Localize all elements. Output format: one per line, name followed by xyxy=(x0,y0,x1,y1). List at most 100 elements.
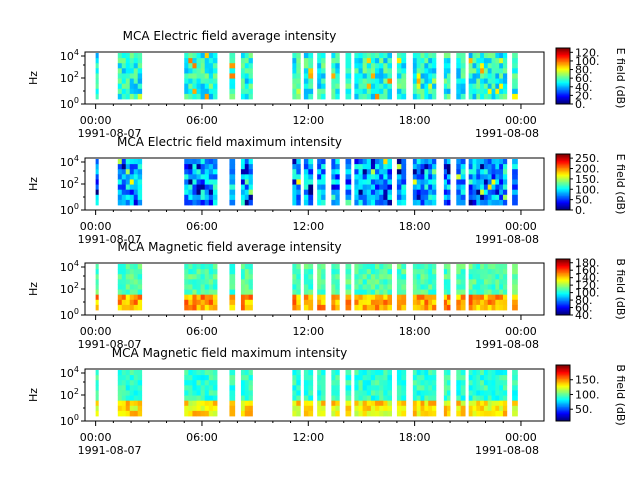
spectrogram-cell xyxy=(387,199,392,206)
spectrogram-cell xyxy=(188,73,193,79)
spectrogram-cell xyxy=(432,274,437,280)
spectrogram-cell xyxy=(502,405,508,412)
spectrogram-cell xyxy=(292,304,297,311)
spectrogram-cell xyxy=(502,189,508,196)
spectrogram-cell xyxy=(358,375,364,381)
spectrogram-cell xyxy=(379,174,384,180)
spectrogram-cell xyxy=(129,88,135,95)
spectrogram-cell xyxy=(188,169,193,175)
spectrogram-cell xyxy=(212,159,218,165)
spectrogram-cell xyxy=(375,164,380,170)
spectrogram-cell xyxy=(499,284,504,290)
spectrogram-cell xyxy=(483,274,489,280)
colorbar-swatch xyxy=(556,49,570,52)
colorbar-swatch xyxy=(556,59,570,62)
colorbar-swatch xyxy=(556,402,570,405)
spectrogram-cell xyxy=(188,279,193,285)
spectrogram-cell xyxy=(117,264,123,270)
spectrogram-cell xyxy=(358,390,364,396)
spectrogram-cell xyxy=(125,370,131,376)
spectrogram-cell xyxy=(204,375,210,381)
spectrogram-cell xyxy=(396,380,402,386)
spectrogram-cell xyxy=(248,395,253,402)
spectrogram-cell xyxy=(412,395,418,402)
spectrogram-cell xyxy=(240,380,246,386)
spectrogram-cell xyxy=(396,410,402,417)
spectrogram-cell xyxy=(204,73,210,79)
spectrogram-cell xyxy=(420,289,425,296)
spectrogram-cell xyxy=(129,370,135,376)
colorbar-swatch xyxy=(556,74,570,77)
spectrogram-cell xyxy=(379,194,384,201)
spectrogram-cell xyxy=(472,174,477,180)
spectrogram-cell xyxy=(487,88,492,95)
spectrogram-cell xyxy=(240,159,246,165)
spectrogram-cell xyxy=(121,410,127,417)
spectrogram-cell xyxy=(483,405,489,412)
spectrogram-cell xyxy=(303,199,309,206)
spectrogram-cell xyxy=(416,390,421,396)
spectrogram-cell xyxy=(472,294,477,301)
spectrogram-cell xyxy=(424,304,429,311)
spectrogram-cell xyxy=(366,63,372,69)
spectrogram-cell xyxy=(476,405,481,412)
spectrogram-cell xyxy=(188,299,193,306)
spectrogram-cell xyxy=(192,174,197,180)
spectrogram-cell xyxy=(204,289,210,296)
spectrogram-cell xyxy=(331,279,336,285)
spectrogram-cell xyxy=(362,269,368,275)
spectrogram-cell xyxy=(456,88,462,95)
spectrogram-cell xyxy=(308,289,314,296)
spectrogram-cell xyxy=(354,304,359,311)
spectrogram-cell xyxy=(416,375,421,381)
spectrogram-cell xyxy=(121,380,127,386)
spectrogram-cell xyxy=(396,159,402,165)
spectrogram-cell xyxy=(196,279,202,285)
spectrogram-cell xyxy=(362,400,368,407)
spectrogram-cell xyxy=(188,83,193,90)
spectrogram-cell xyxy=(446,63,451,69)
colorbar-swatch xyxy=(556,55,570,57)
spectrogram-cell xyxy=(362,375,368,381)
spectrogram-cell xyxy=(480,194,485,201)
y-tick-label: 104 xyxy=(60,365,79,380)
spectrogram-cell xyxy=(358,83,364,90)
spectrogram-cell xyxy=(321,169,326,175)
spectrogram-cell xyxy=(184,299,189,306)
spectrogram-cell xyxy=(375,299,380,306)
spectrogram-cell xyxy=(308,385,314,391)
spectrogram-cell xyxy=(424,179,429,185)
colorbar-swatch xyxy=(556,78,570,81)
spectrogram-cell xyxy=(345,189,352,196)
spectrogram-cell xyxy=(375,370,380,376)
spectrogram-cell xyxy=(375,194,380,201)
spectrogram-cell xyxy=(396,385,402,391)
spectrogram-cell xyxy=(95,380,99,386)
spectrogram-cell xyxy=(412,289,418,296)
spectrogram-cell xyxy=(499,58,504,64)
spectrogram-cell xyxy=(229,274,236,280)
spectrogram-cell xyxy=(308,304,314,311)
spectrogram-cell xyxy=(125,269,131,275)
spectrogram-cell xyxy=(443,279,448,285)
spectrogram-cell xyxy=(192,380,197,386)
spectrogram-cell xyxy=(354,179,359,185)
spectrogram-cell xyxy=(468,88,473,95)
spectrogram-cell xyxy=(296,375,301,381)
spectrogram-cell xyxy=(428,385,433,391)
spectrogram-cell xyxy=(443,53,448,59)
spectrogram-cell xyxy=(303,169,309,175)
spectrogram-cell xyxy=(296,405,301,412)
spectrogram-cell xyxy=(446,400,451,407)
spectrogram-cell xyxy=(317,189,322,196)
spectrogram-cell xyxy=(192,385,197,391)
colorbar-swatch xyxy=(556,260,570,263)
spectrogram-cell xyxy=(446,164,451,170)
spectrogram-cell xyxy=(483,294,489,301)
spectrogram-cell xyxy=(396,83,402,90)
spectrogram-cell xyxy=(248,189,253,196)
spectrogram-cell xyxy=(396,169,402,175)
spectrogram-cell xyxy=(335,294,340,301)
spectrogram-cell xyxy=(321,269,326,275)
colorbar-swatch xyxy=(556,309,570,312)
